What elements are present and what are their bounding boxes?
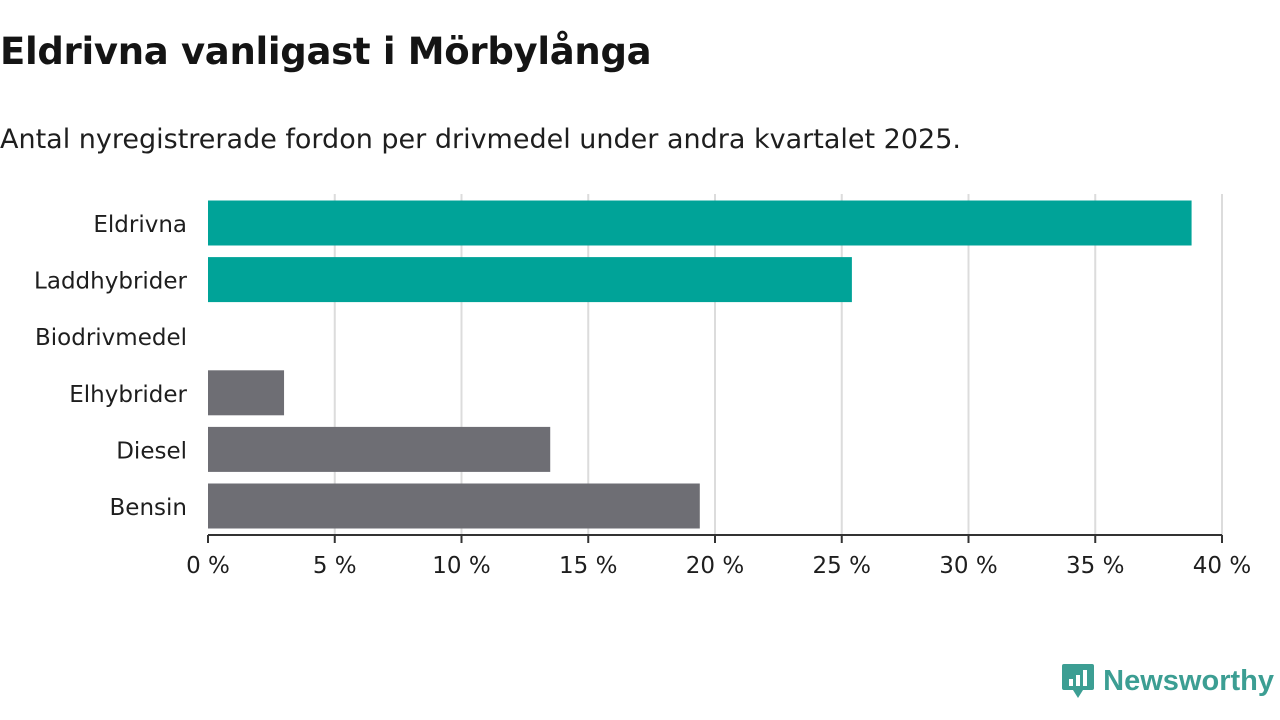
x-tick-label: 40 % <box>1193 553 1251 579</box>
bar-chart: Eldrivna Laddhybrider Biodrivmedel Elhybrid… <box>34 194 1251 579</box>
chart-title: Eldrivna vanligast i Mörbylånga <box>0 30 652 73</box>
category-label: Biodrivmedel <box>35 325 187 351</box>
category-label: Diesel <box>116 438 187 464</box>
bar <box>208 483 700 529</box>
category-label: Laddhybrider <box>34 269 187 295</box>
category-label: Bensin <box>110 495 187 521</box>
x-tick-label: 5 % <box>313 553 357 579</box>
brand-logo: Newsworthy <box>1061 662 1274 700</box>
bar <box>208 426 551 472</box>
x-tick-label: 25 % <box>813 553 871 579</box>
brand-name: Newsworthy <box>1103 664 1274 697</box>
x-tick-label: 15 % <box>559 553 617 579</box>
bar <box>208 200 1192 246</box>
bar <box>208 257 852 303</box>
chart-subtitle: Antal nyregistrerade fordon per drivmede… <box>0 124 961 155</box>
bar-chart-logo-icon <box>1062 664 1095 698</box>
x-tick-label: 0 % <box>186 553 230 579</box>
category-label: Elhybrider <box>69 382 187 408</box>
x-tick-label: 20 % <box>686 553 744 579</box>
x-tick-label: 30 % <box>939 553 997 579</box>
category-label: Eldrivna <box>93 212 187 238</box>
bar <box>208 370 285 416</box>
x-tick-label: 35 % <box>1066 553 1124 579</box>
x-tick-label: 10 % <box>432 553 490 579</box>
